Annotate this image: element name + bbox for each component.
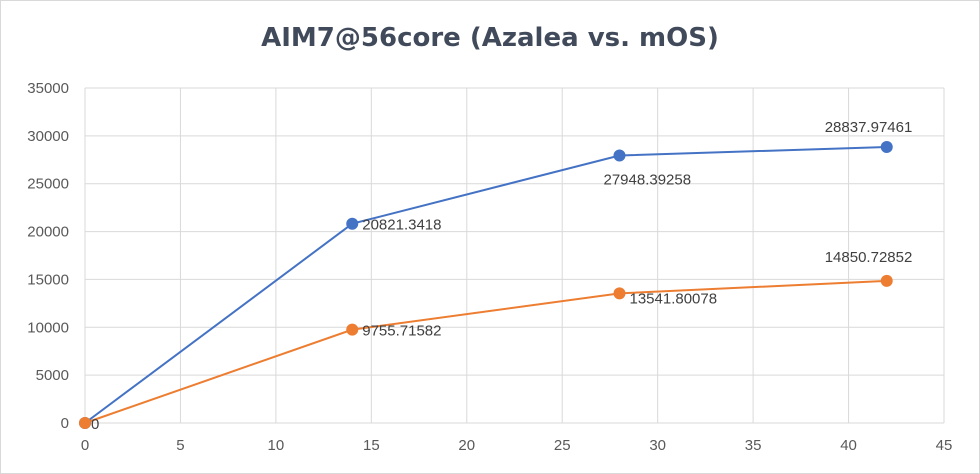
series-line-2 [84,279,887,424]
y-tick-label: 10000 [27,319,69,336]
x-tick-label: 0 [81,437,89,454]
series-line-1 [84,145,887,424]
x-tick-label: 45 [936,437,953,454]
data-label: 0 [91,416,99,433]
y-tick-label: 15000 [27,271,69,288]
data-label: 28837.97461 [825,119,913,136]
x-tick-label: 30 [649,437,666,454]
x-tick-label: 25 [554,437,571,454]
x-tick-label: 40 [840,437,857,454]
y-tick-label: 5000 [36,367,69,384]
data-label: 9755.71582 [362,323,441,340]
chart-title: AIM7@56core (Azalea vs. mOS) [261,23,719,53]
series-1-point [346,217,359,230]
series-2-point [346,323,359,336]
x-tick-label: 15 [363,437,380,454]
data-labels: 20821.3418 27948.39258 28837.97461 0 9755.71… [91,119,912,433]
y-tick-label: 0 [61,415,69,432]
series-points [79,140,893,429]
x-tick-label: 10 [268,437,285,454]
y-axis-ticks: 0 5000 10000 15000 20000 25000 30000 35000 [27,80,69,432]
series-2-point [79,417,91,429]
gridlines [84,87,945,424]
y-tick-label: 20000 [27,224,69,241]
series-1-point [613,149,626,162]
data-label: 14850.72852 [825,249,913,266]
x-tick-label: 20 [458,437,475,454]
series-2-point [613,287,626,300]
series-lines [84,145,887,424]
data-label: 13541.80078 [629,290,717,307]
data-label: 20821.3418 [362,217,441,234]
series-2-point [880,274,893,287]
series-1-point [880,140,893,153]
data-label: 27948.39258 [603,171,691,188]
y-tick-label: 35000 [27,80,69,97]
x-axis-ticks: 0 5 10 15 20 25 30 35 40 45 [81,437,953,454]
y-tick-label: 25000 [27,176,69,193]
x-tick-label: 5 [176,437,184,454]
x-tick-label: 35 [745,437,762,454]
y-tick-label: 30000 [27,128,69,145]
